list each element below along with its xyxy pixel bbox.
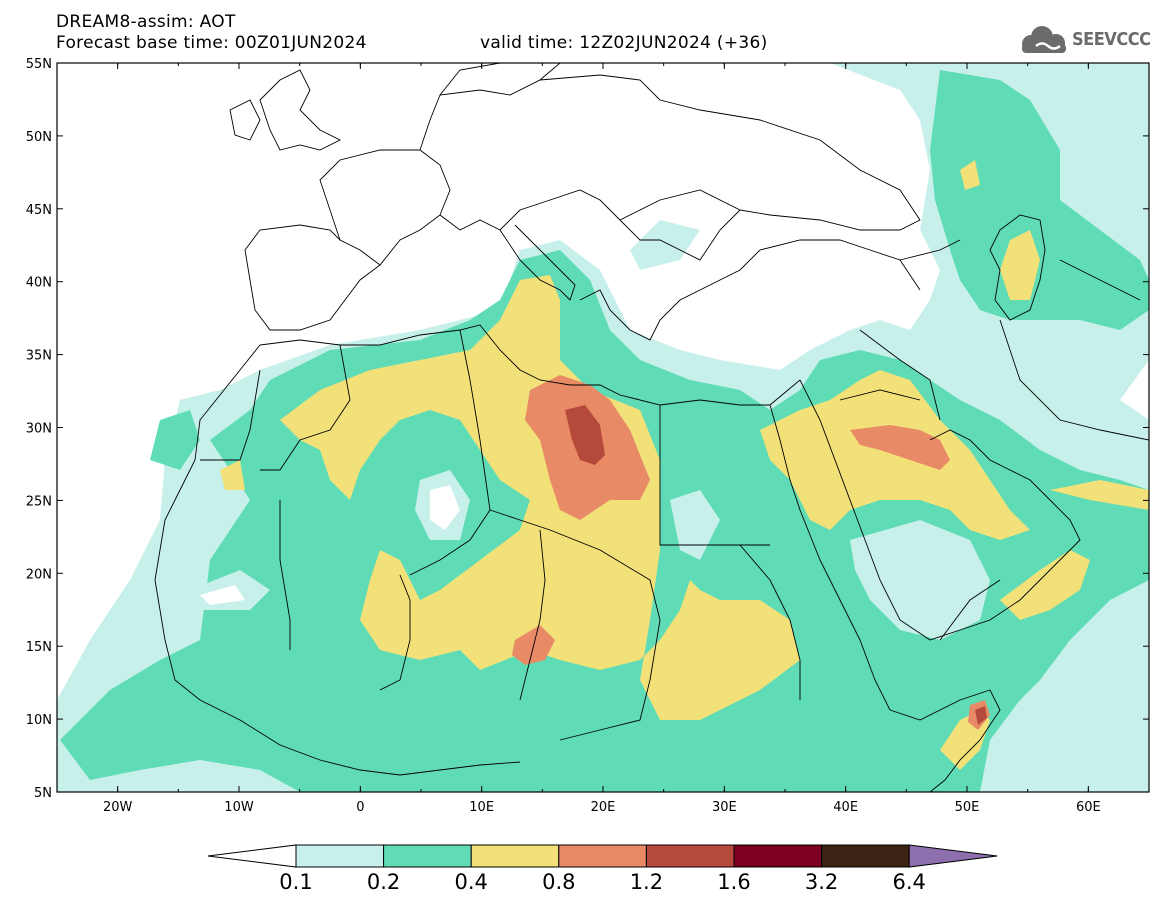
aot-band-0-1 bbox=[630, 220, 700, 270]
border bbox=[899, 239, 961, 261]
lat-tick-label: 10N bbox=[26, 713, 52, 728]
lat-tick-label: 45N bbox=[26, 203, 52, 218]
lat-tick-label: 30N bbox=[26, 422, 52, 437]
colorbar-under-arrow bbox=[207, 844, 297, 868]
lon-tick-label: 10E bbox=[469, 800, 494, 815]
lat-tick-label: 5N bbox=[34, 786, 52, 801]
aot-band-1-2 bbox=[565, 405, 605, 465]
coastline bbox=[154, 344, 521, 776]
aot-band-0-4 bbox=[220, 460, 245, 490]
lon-tick-label: 30E bbox=[712, 800, 737, 815]
coastline bbox=[319, 149, 451, 266]
colorbar bbox=[207, 844, 998, 868]
colorbar-label: 0.2 bbox=[366, 870, 401, 894]
colorbar-label: 3.2 bbox=[804, 870, 839, 894]
border bbox=[489, 509, 661, 621]
aot-gap bbox=[850, 520, 990, 640]
colorbar-swatch bbox=[821, 844, 910, 868]
colorbar-swatch bbox=[470, 844, 560, 868]
lon-tick-label: 0 bbox=[356, 800, 364, 815]
colorbar-label: 0.8 bbox=[542, 870, 576, 894]
caspian-coast bbox=[989, 214, 1046, 321]
colorbar-label: 0.1 bbox=[279, 870, 313, 894]
axis-ticks: 55N 50N 45N 40N 35N 30N 25N 20N 15N 10N 5N 20W 10W 0 1… bbox=[26, 57, 1150, 815]
aot-band-0-4 bbox=[1050, 480, 1149, 510]
lon-tick-label: 50E bbox=[955, 800, 980, 815]
border bbox=[279, 500, 291, 650]
border bbox=[260, 344, 351, 471]
colorbar-over-arrow bbox=[908, 844, 998, 868]
border bbox=[859, 329, 941, 421]
lat-tick-label: 40N bbox=[26, 276, 52, 291]
coastline bbox=[259, 69, 342, 151]
valid-time: valid time: 12Z02JUN2024 (+36) bbox=[480, 33, 768, 53]
aot-band-0-4 bbox=[960, 160, 980, 190]
aot-band-1-2 bbox=[975, 706, 987, 725]
lon-tick-label: 20E bbox=[591, 800, 616, 815]
aot-band-0-4 bbox=[1000, 230, 1040, 300]
colorbar-label: 1.6 bbox=[717, 870, 751, 894]
colorbar-swatch bbox=[383, 844, 472, 868]
border bbox=[839, 389, 921, 401]
colorbar-swatch bbox=[645, 844, 735, 868]
border bbox=[659, 405, 770, 546]
coastline bbox=[419, 74, 921, 261]
aot-band-0-4 bbox=[1000, 550, 1090, 620]
aot-gap bbox=[430, 485, 460, 530]
cloud-icon bbox=[1022, 26, 1066, 53]
border bbox=[519, 529, 546, 701]
lat-tick-label: 35N bbox=[26, 349, 52, 364]
colorbar-swatch bbox=[295, 844, 385, 868]
border bbox=[1059, 259, 1141, 301]
border bbox=[939, 579, 1001, 641]
coastline bbox=[259, 324, 801, 406]
lon-tick-label: 10W bbox=[224, 800, 254, 815]
coastline bbox=[889, 689, 1001, 792]
lon-tick-label: 20W bbox=[103, 800, 133, 815]
border bbox=[200, 369, 261, 461]
border bbox=[379, 574, 411, 691]
aot-gap bbox=[200, 585, 245, 605]
coastline bbox=[769, 404, 891, 711]
lat-tick-label: 55N bbox=[26, 57, 52, 72]
aot-field bbox=[57, 63, 1149, 792]
lon-tick-label: 40E bbox=[833, 800, 858, 815]
colorbar-label: 6.4 bbox=[892, 870, 926, 894]
coastline bbox=[579, 239, 921, 341]
aot-band-0-2 bbox=[930, 70, 1149, 330]
border bbox=[999, 319, 1149, 441]
forecast-base-time: Forecast base time: 00Z01JUN2024 bbox=[56, 33, 367, 53]
border bbox=[739, 544, 801, 700]
map-title: DREAM8-assim: AOT bbox=[56, 12, 236, 32]
coastline bbox=[229, 99, 261, 141]
lon-tick-label: 60E bbox=[1076, 800, 1101, 815]
border bbox=[619, 189, 741, 221]
aot-band-0-2 bbox=[150, 410, 200, 470]
coastline bbox=[799, 379, 1081, 641]
logo-text: SEEVCCC bbox=[1072, 29, 1151, 50]
coastline bbox=[499, 224, 576, 301]
colorbar-swatch bbox=[733, 844, 823, 868]
lat-tick-label: 20N bbox=[26, 567, 52, 582]
colorbar-label: 0.4 bbox=[454, 870, 488, 894]
aot-band-0-8 bbox=[850, 425, 950, 470]
border bbox=[559, 619, 661, 741]
colorbar-swatch bbox=[558, 844, 647, 868]
coastline bbox=[439, 63, 561, 96]
country-borders bbox=[154, 63, 1149, 792]
colorbar-label: 1.2 bbox=[629, 870, 664, 894]
coastline bbox=[244, 224, 381, 331]
aot-gap bbox=[670, 490, 720, 560]
lat-tick-label: 25N bbox=[26, 494, 52, 509]
lat-tick-label: 15N bbox=[26, 640, 52, 655]
lat-tick-label: 50N bbox=[26, 130, 52, 145]
